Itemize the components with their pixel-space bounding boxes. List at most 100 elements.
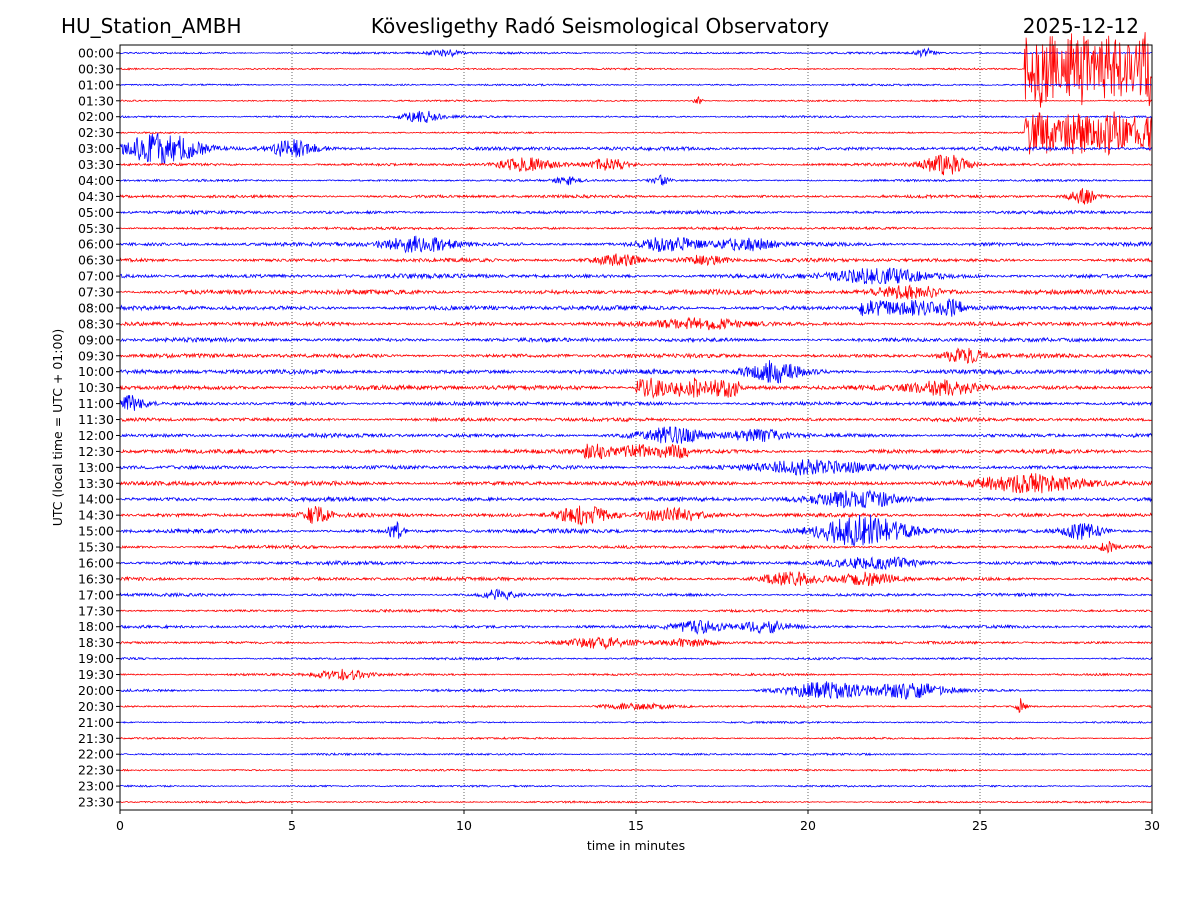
trace-2230 xyxy=(119,768,1153,772)
trace-1100 xyxy=(119,395,1153,411)
y-tick-label: 20:00 xyxy=(78,683,114,698)
y-tick-label: 11:30 xyxy=(78,412,114,427)
x-tick-label: 5 xyxy=(288,818,296,833)
x-tick-label: 15 xyxy=(628,818,644,833)
y-tick-label: 04:00 xyxy=(78,173,114,188)
y-tick-label: 13:00 xyxy=(78,460,114,475)
y-tick-label: 02:00 xyxy=(78,109,114,124)
x-tick-label: 20 xyxy=(800,818,816,833)
trace-1730 xyxy=(119,608,1153,614)
trace-0730 xyxy=(119,284,1153,300)
trace-0630 xyxy=(119,253,1153,267)
y-tick-label: 06:00 xyxy=(78,237,114,252)
trace-0900 xyxy=(119,336,1153,344)
x-tick-label: 25 xyxy=(972,818,988,833)
trace-2300 xyxy=(119,784,1153,788)
y-tick-label: 22:00 xyxy=(78,747,114,762)
trace-1900 xyxy=(119,656,1153,661)
y-tick-label: 06:30 xyxy=(78,253,114,268)
trace-1300 xyxy=(119,459,1153,476)
y-tick-label: 15:00 xyxy=(78,524,114,539)
trace-0530 xyxy=(119,225,1153,231)
y-tick-label: 23:00 xyxy=(78,779,114,794)
y-tick-label: 12:00 xyxy=(78,428,114,443)
trace-2030 xyxy=(120,698,1153,714)
trace-0930 xyxy=(119,347,1153,364)
trace-0700 xyxy=(119,267,1153,285)
trace-1700 xyxy=(119,588,1153,601)
x-tick-label: 30 xyxy=(1144,818,1160,833)
y-tick-label: 08:00 xyxy=(78,300,114,315)
y-tick-label: 17:00 xyxy=(78,587,114,602)
plot-frame xyxy=(119,44,1153,811)
axes: 0 5 10 15 20 25 30 00:0000:3001:0001:3002:0002:… xyxy=(78,45,1160,833)
y-tick-label: 04:30 xyxy=(78,189,114,204)
y-tick-label: 00:30 xyxy=(78,61,114,76)
trace-2000 xyxy=(119,681,1153,700)
y-tick-label: 16:00 xyxy=(78,555,114,570)
chart-date: 2025-12-12 xyxy=(1022,14,1139,38)
y-tick-label: 21:30 xyxy=(78,731,114,746)
trace-0130 xyxy=(120,95,1153,105)
y-tick-label: 05:30 xyxy=(78,221,114,236)
trace-0230 xyxy=(119,111,1153,156)
y-tick-label: 09:00 xyxy=(78,332,114,347)
y-tick-label: 01:00 xyxy=(78,77,114,92)
trace-1500 xyxy=(119,514,1153,548)
y-tick-label: 17:30 xyxy=(78,603,114,618)
trace-0330 xyxy=(119,154,1153,176)
y-tick-label: 00:00 xyxy=(78,45,114,60)
x-axis-label: time in minutes xyxy=(587,838,685,853)
trace-2200 xyxy=(119,752,1153,757)
trace-1030 xyxy=(119,377,1153,399)
y-axis-label: UTC (local time = UTC + 01:00) xyxy=(50,329,65,527)
y-tick-label: 09:30 xyxy=(78,348,114,363)
y-tick-label: 13:30 xyxy=(78,476,114,491)
trace-1830 xyxy=(119,636,1153,651)
trace-1000 xyxy=(119,360,1153,384)
y-tick-label: 20:30 xyxy=(78,699,114,714)
y-tick-label: 03:30 xyxy=(78,157,114,172)
trace-1230 xyxy=(119,443,1153,460)
y-tick-label: 10:30 xyxy=(78,380,114,395)
trace-1530 xyxy=(119,540,1153,554)
trace-2330 xyxy=(119,800,1153,804)
y-tick-label: 08:30 xyxy=(78,316,114,331)
y-tick-label: 22:30 xyxy=(78,763,114,778)
y-tick-label: 15:30 xyxy=(78,540,114,555)
y-tick-label: 16:30 xyxy=(78,571,114,586)
y-tick-label: 19:00 xyxy=(78,651,114,666)
x-tick-label: 10 xyxy=(456,818,472,833)
trace-1430 xyxy=(119,505,1153,527)
trace-1630 xyxy=(119,571,1153,587)
y-tick-label: 19:30 xyxy=(78,667,114,682)
trace-0100 xyxy=(119,83,1153,87)
y-tick-label: 18:30 xyxy=(78,635,114,650)
trace-1400 xyxy=(119,489,1153,509)
trace-0500 xyxy=(119,209,1153,216)
y-tick-label: 03:00 xyxy=(78,141,114,156)
trace-0030 xyxy=(119,32,1153,108)
y-tick-label: 18:00 xyxy=(78,619,114,634)
y-tick-label: 07:00 xyxy=(78,269,114,284)
y-tick-label: 02:30 xyxy=(78,125,114,140)
y-tick-label: 23:30 xyxy=(78,795,114,810)
trace-0800 xyxy=(119,298,1153,317)
y-tick-label: 07:30 xyxy=(78,285,114,300)
trace-1330 xyxy=(119,473,1153,494)
y-tick-label: 12:30 xyxy=(78,444,114,459)
trace-0000 xyxy=(119,47,1153,59)
trace-2130 xyxy=(119,736,1153,741)
trace-0430 xyxy=(119,188,1153,205)
x-tick-label: 0 xyxy=(116,818,124,833)
y-tick-label: 11:00 xyxy=(78,396,114,411)
y-tick-label: 01:30 xyxy=(78,93,114,108)
trace-1930 xyxy=(119,668,1153,681)
trace-0400 xyxy=(119,174,1153,186)
trace-1600 xyxy=(119,556,1153,571)
y-tick-label: 14:30 xyxy=(78,508,114,523)
seismic-traces xyxy=(119,32,1153,804)
trace-0600 xyxy=(119,235,1153,254)
trace-0830 xyxy=(119,316,1153,331)
